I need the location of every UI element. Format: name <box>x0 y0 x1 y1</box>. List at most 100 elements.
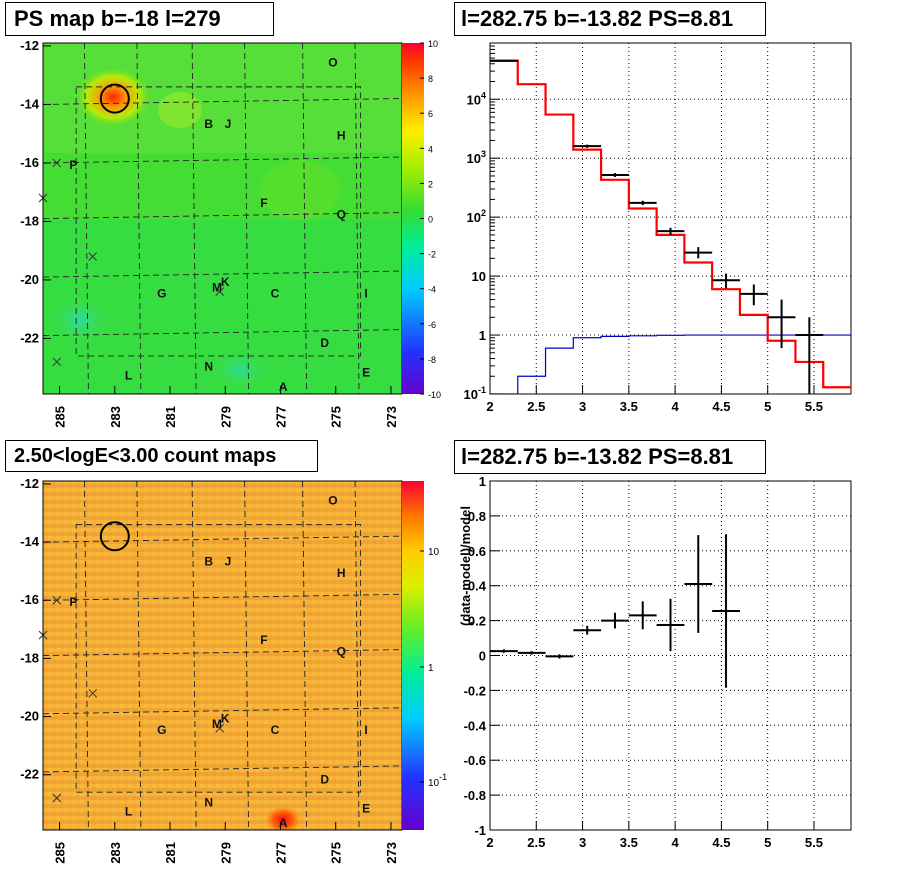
x-tick-label: 279 <box>218 842 233 864</box>
x-tick-label: 2.5 <box>527 835 545 850</box>
colorbar-tick-label: 8 <box>428 74 433 84</box>
ps-map-heatmap <box>43 43 402 394</box>
residual-point <box>517 651 546 655</box>
source-label: O <box>328 55 337 69</box>
y-tick-label: -20 <box>20 709 39 724</box>
x-tick-label: 2 <box>486 835 493 850</box>
x-tick-label: 4.5 <box>712 835 730 850</box>
source-label: D <box>320 772 329 786</box>
residual-title: l=282.75 b=-13.82 PS=8.81 <box>454 440 766 474</box>
source-label: C <box>271 286 280 300</box>
y-tick-label: -16 <box>20 155 39 170</box>
model-line <box>490 59 851 389</box>
y-tick-label: 1 <box>479 328 486 343</box>
source-label: K <box>221 275 230 289</box>
source-cross <box>52 595 62 605</box>
y-tick-label: -12 <box>20 38 39 53</box>
roi-outline <box>75 524 362 793</box>
y-tick-label: 10 <box>472 269 486 284</box>
source-label: Q <box>337 208 346 222</box>
source-label: D <box>320 336 329 350</box>
ps-map-colorbar-ticks: 10 8 6 4 2 0 -2 -4 -6 -8 -10 <box>420 39 441 400</box>
x-tick-label: 5.5 <box>805 399 823 414</box>
residual-point <box>684 535 713 633</box>
grid-line-lon <box>83 42 89 395</box>
data-point <box>767 299 796 349</box>
source-marker-circle <box>99 521 130 552</box>
source-label: Q <box>337 645 346 659</box>
residual-point <box>601 612 629 629</box>
x-tick-label: 285 <box>53 842 68 864</box>
source-label: N <box>204 796 213 810</box>
x-tick-label: 279 <box>218 406 233 428</box>
residual-point <box>656 598 685 652</box>
y-tick-label: -0.6 <box>464 753 486 768</box>
source-label: I <box>364 723 367 737</box>
count-map-heatmap <box>43 481 402 830</box>
x-tick-label: 2.5 <box>527 399 545 414</box>
grid-line-lon <box>136 42 142 395</box>
grid-line-lon <box>302 480 308 831</box>
y-tick-label: 0.2 <box>468 614 486 629</box>
x-tick-label: 3 <box>579 835 586 850</box>
data-point <box>795 317 824 394</box>
source-label: H <box>337 566 346 580</box>
x-tick-label: 281 <box>163 406 178 428</box>
source-label: G <box>157 723 166 737</box>
count-map-colorbar <box>402 481 424 830</box>
y-tick-label: 103 <box>467 149 486 166</box>
count-map-panel: O B J H P F Q G MK C I D L N E A 285 283 281 279 277 275 273 -… <box>20 476 447 864</box>
colorbar-tick-label: -10 <box>428 390 441 400</box>
source-label: I <box>364 286 367 300</box>
x-tick-label: 2 <box>486 399 493 414</box>
y-tick-label: 0.6 <box>468 544 486 559</box>
source-label: L <box>125 804 132 818</box>
colorbar-tick-label: -2 <box>428 250 436 260</box>
x-tick-label: 273 <box>384 406 399 428</box>
x-tick-label: 4 <box>672 399 680 414</box>
data-point <box>684 247 713 259</box>
grid-line-lon <box>191 480 197 831</box>
residual-panel: 2 2.5 3 3.5 4 4.5 5 5.5 1 0.8 0.6 0.4 0.2 0 -0.2 -0.4 -0… <box>458 474 852 850</box>
source-label: C <box>271 723 280 737</box>
source-label: P <box>69 158 77 172</box>
y-tick-label: -22 <box>20 767 39 782</box>
source-label: H <box>337 129 346 143</box>
grid-line-lon <box>244 42 250 395</box>
colorbar-tick-label: 0 <box>428 215 433 225</box>
x-tick-label: 283 <box>108 842 123 864</box>
y-tick-label: -18 <box>20 213 39 228</box>
residual-point <box>490 649 518 653</box>
x-tick-label: 4.5 <box>712 399 730 414</box>
x-tick-label: 281 <box>163 842 178 864</box>
y-tick-label: 102 <box>467 208 486 225</box>
x-tick-label: 283 <box>108 406 123 428</box>
source-cross <box>52 357 62 367</box>
roi-outline <box>75 86 362 357</box>
source-label: G <box>157 286 166 300</box>
y-tick-label: 10-1 <box>464 385 486 402</box>
y-tick-label: -14 <box>20 534 40 549</box>
x-tick-label: 275 <box>329 842 344 864</box>
spectrum-axes: 2 2.5 3 3.5 4 4.5 5 5.5 10-1 1 10 102 103 104 <box>464 42 823 414</box>
count-map-axes: 285 283 281 279 277 275 273 -12 -14 -16 -18 -20 -22 <box>20 476 399 864</box>
source-label: E <box>362 802 370 816</box>
y-tick-label: -20 <box>20 272 39 287</box>
source-label: N <box>204 360 213 374</box>
residual-point <box>573 625 602 635</box>
y-tick-label: 1 <box>479 474 486 489</box>
colorbar-tick-label: 10 <box>428 39 438 49</box>
data-point <box>490 59 518 62</box>
source-label: M <box>212 717 222 731</box>
data-point <box>656 227 685 235</box>
data-point <box>601 173 629 177</box>
source-label: O <box>328 493 337 507</box>
y-tick-label: -14 <box>20 96 40 111</box>
y-tick-label: -0.2 <box>464 683 486 698</box>
source-cross <box>88 252 98 261</box>
data-point <box>628 200 657 206</box>
grid-line-lon <box>136 480 142 831</box>
source-label: B <box>204 554 213 568</box>
ps-map-overlay: O B J H P F Q G MK C I D L N E A <box>38 42 403 395</box>
